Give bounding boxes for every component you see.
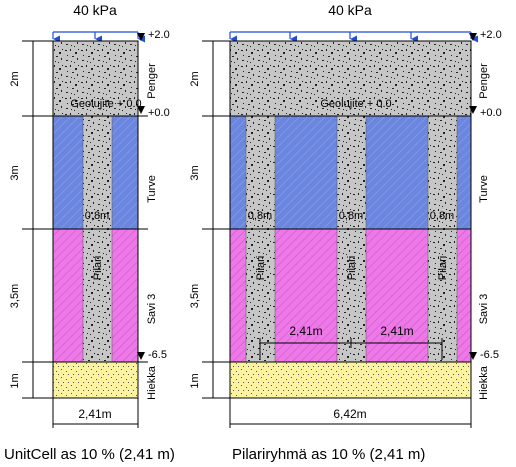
thickness-label-savi: 3,5m <box>9 284 21 308</box>
caption-right: Pilariryhmä as 10 % (2,41 m) <box>232 446 425 463</box>
pile-spacing-label: 2,41m <box>289 324 322 338</box>
elevation-marker-icon <box>469 106 477 114</box>
pile-label: Pilari <box>92 256 104 280</box>
layer-name-penger: Penger <box>146 63 158 99</box>
elevation-marker-icon <box>469 352 477 360</box>
panel-border <box>229 40 472 399</box>
width-label-left: 2,41m <box>78 407 111 421</box>
unit-cell-panel: 40 kPa Pilari 0,8m Geolujite + 0.0 +2.0 … <box>4 2 175 463</box>
embankment-layer <box>230 41 471 116</box>
thickness-label-penger: 2m <box>9 71 21 86</box>
elevation-base-label: +0.0 <box>480 107 502 119</box>
embankment-layer <box>53 41 138 116</box>
layer-name-hiekka: Hiekka <box>478 365 490 400</box>
thickness-label-turve: 3m <box>189 165 201 180</box>
panel-border <box>52 40 139 399</box>
thickness-label-hiekka: 1m <box>189 373 201 388</box>
layer-name-turve: Turve <box>478 175 490 203</box>
layer-name-hiekka: Hiekka <box>146 365 158 400</box>
pile-group-panel: 40 kPa Pilari Pilari Pilari 0,8m 0,8m 0,… <box>189 2 502 463</box>
geotextile-label: Geolujite + 0.0 <box>320 98 391 110</box>
pile-column <box>427 115 458 363</box>
layer-name-turve: Turve <box>146 175 158 203</box>
pile-width-label: 0,8m <box>248 210 272 222</box>
width-label-right: 6,42m <box>333 407 366 421</box>
elevation-marker-icon <box>137 352 145 360</box>
pile-width-label: 0,8m <box>430 210 454 222</box>
load-label-right: 40 kPa <box>328 2 372 18</box>
layer-name-savi: Savi 3 <box>478 294 490 325</box>
thickness-label-savi: 3,5m <box>189 284 201 308</box>
pile-spacing-label: 2,41m <box>380 324 413 338</box>
elevation-marker-icon <box>137 33 145 41</box>
elevation-top-label: +2.0 <box>148 29 170 41</box>
pile-label: Pilari <box>437 256 449 280</box>
thickness-label-penger: 2m <box>189 71 201 86</box>
elevation-marker-icon <box>469 33 477 41</box>
elevation-tip-label: -6.5 <box>480 349 499 361</box>
pile-column <box>82 115 113 363</box>
load-label-left: 40 kPa <box>73 2 117 18</box>
pile-column <box>336 115 367 363</box>
thickness-label-turve: 3m <box>9 165 21 180</box>
elevation-base-label: +0.0 <box>148 107 170 119</box>
pile-column <box>245 115 276 363</box>
elevation-tip-label: -6.5 <box>148 349 167 361</box>
pile-label: Pilari <box>255 256 267 280</box>
elevation-top-label: +2.0 <box>480 29 502 41</box>
layer-name-penger: Penger <box>478 63 490 99</box>
thickness-label-hiekka: 1m <box>9 373 21 388</box>
sand-layer <box>230 362 471 398</box>
geotextile-label: Geolujite + 0.0 <box>70 98 141 110</box>
elevation-marker-icon <box>137 106 145 114</box>
pile-label: Pilari <box>346 256 358 280</box>
sand-layer <box>53 362 138 398</box>
pile-width-label: 0,8m <box>339 210 363 222</box>
caption-left: UnitCell as 10 % (2,41 m) <box>4 446 175 463</box>
layer-name-savi: Savi 3 <box>146 294 158 325</box>
pile-width-label: 0,8m <box>85 210 109 222</box>
